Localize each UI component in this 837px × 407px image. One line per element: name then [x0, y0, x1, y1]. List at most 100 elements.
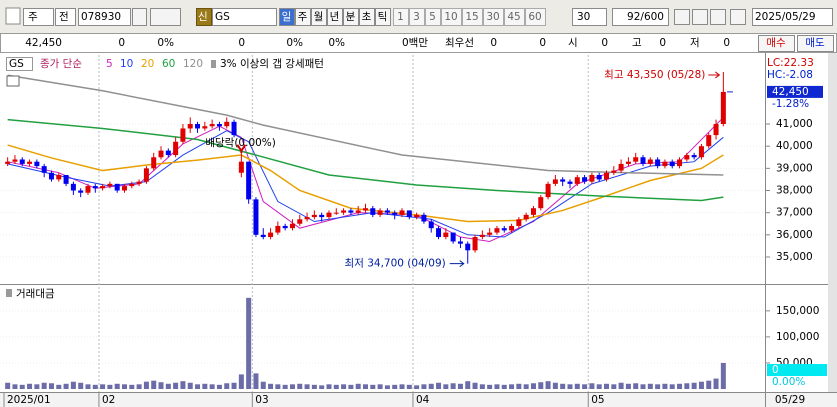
search-button[interactable] [132, 8, 147, 26]
period-button[interactable] [359, 8, 375, 26]
legend-pattern: 3% 이상의 갭 강세패턴 [220, 58, 324, 70]
legend-entry: 20 [141, 58, 154, 70]
candle-body [509, 225, 515, 231]
period-button[interactable] [375, 8, 391, 26]
period-button[interactable] [343, 8, 359, 26]
sell[interactable]: 매도 [805, 37, 825, 49]
candle-body [195, 124, 201, 129]
tool-icon[interactable] [674, 9, 690, 25]
tool-icon[interactable] [692, 9, 708, 25]
candle-body [421, 214, 427, 222]
period-button[interactable] [311, 8, 327, 26]
volume-bar [392, 384, 398, 389]
interval-button[interactable] [483, 8, 504, 26]
candle-body [5, 161, 11, 164]
scrollbar[interactable] [828, 53, 837, 392]
interval-button[interactable] [504, 8, 525, 26]
volume-bar [122, 384, 127, 389]
candle-body [450, 232, 456, 242]
interval-button[interactable] [393, 8, 409, 26]
candle-body [63, 174, 69, 184]
volume-bar [326, 384, 332, 389]
period-label[interactable]: 틱 [378, 11, 388, 23]
volume-bar [136, 384, 142, 389]
code[interactable]: 078930 [81, 11, 121, 23]
candle-body [363, 208, 368, 211]
interval-button[interactable] [525, 8, 546, 26]
date[interactable]: 2025/05/29 [755, 11, 816, 23]
code-input[interactable] [78, 8, 131, 26]
candle-body [494, 228, 500, 233]
candle-body [589, 174, 595, 182]
candle-body [231, 121, 237, 136]
interval-label[interactable]: 60 [528, 11, 541, 23]
quote-cell: 42,450 [25, 37, 62, 49]
volume-bar [443, 384, 449, 389]
quote-cell: 시 [568, 37, 578, 49]
x-tick-label: 03 [255, 394, 268, 406]
volume-bar [92, 384, 98, 389]
period-label[interactable]: 년 [330, 11, 340, 23]
volume-bar [677, 383, 683, 389]
change: -1.28% [772, 98, 809, 110]
volume-bar [151, 380, 157, 389]
date-box[interactable] [752, 8, 833, 26]
volume-bar [684, 383, 690, 389]
volume-bar [530, 383, 536, 389]
interval-label[interactable]: 5 [429, 11, 436, 23]
period-label[interactable]: 일 [282, 10, 292, 23]
volume-bar [457, 383, 463, 389]
tool-icon[interactable] [730, 9, 746, 25]
volume-bar [304, 384, 310, 389]
interval-label[interactable]: 3 [413, 11, 420, 23]
period-button[interactable] [327, 8, 343, 26]
period-button[interactable] [279, 8, 295, 26]
candle-body [136, 181, 142, 184]
interval-button[interactable] [425, 8, 441, 26]
tool-icon[interactable] [710, 9, 726, 25]
period-label[interactable]: 월 [314, 11, 324, 23]
candle-body [552, 179, 558, 184]
candle-body [289, 223, 295, 229]
period-label[interactable]: 초 [362, 11, 372, 23]
chart-icon[interactable] [5, 7, 21, 25]
interval-input[interactable] [572, 8, 607, 26]
candle-body [472, 237, 478, 251]
interval-label[interactable]: 1 [397, 11, 404, 23]
name-box [212, 8, 277, 26]
volume-bar [129, 384, 135, 389]
candle-body [297, 219, 303, 224]
period-label[interactable]: 분 [346, 11, 356, 23]
interval-label[interactable]: 30 [486, 11, 499, 23]
interval-input[interactable]: 30 [577, 11, 590, 23]
moving-average [7, 74, 724, 176]
sound-button[interactable] [150, 8, 181, 26]
candle-body [246, 161, 252, 200]
interval-label[interactable]: 15 [465, 11, 478, 23]
buy-button[interactable] [758, 35, 795, 52]
volume-bar [260, 381, 266, 389]
period-label[interactable]: 주 [298, 11, 308, 23]
volume-bar [516, 383, 522, 389]
candle-body [436, 228, 442, 238]
interval-button[interactable] [462, 8, 483, 26]
interval-label[interactable]: 10 [444, 11, 457, 23]
sell-button[interactable] [797, 35, 834, 52]
candle-body [85, 186, 91, 193]
table-icon[interactable] [6, 75, 20, 87]
period-button[interactable] [295, 8, 311, 26]
candle-body [618, 163, 624, 171]
volume-bar [319, 385, 325, 389]
candle-body [443, 232, 449, 238]
candle-body [41, 166, 47, 173]
quote-cell: 0 [118, 37, 125, 49]
interval-label[interactable]: 45 [507, 11, 520, 23]
candle-body [107, 183, 113, 187]
stock-name: GS [215, 11, 230, 23]
interval-button[interactable] [409, 8, 425, 26]
volume-bar [720, 362, 726, 389]
buy[interactable]: 매수 [766, 37, 786, 49]
volume-bar [487, 384, 493, 389]
interval-button[interactable] [441, 8, 462, 26]
